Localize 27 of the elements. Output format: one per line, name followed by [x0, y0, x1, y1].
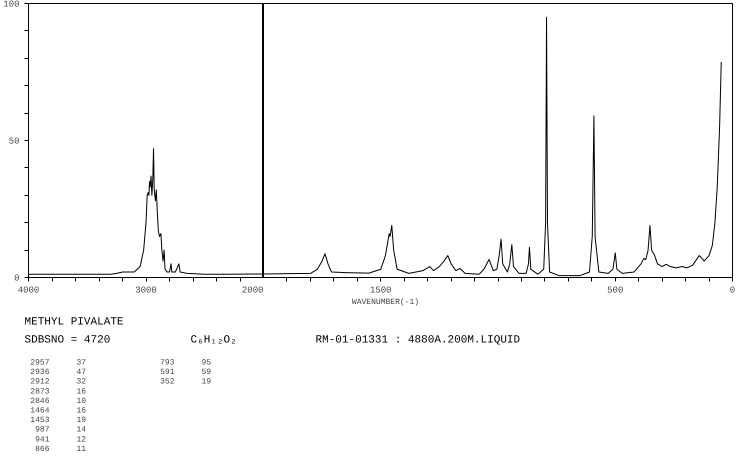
text: 2936 47	[30, 368, 86, 378]
text: 352 19	[160, 378, 212, 387]
text: 2912 32	[30, 378, 86, 387]
text: 1453 19	[30, 416, 86, 426]
text: RM-01-01331 : 4880A.200M.LIQUID	[316, 334, 521, 346]
x-tick-label: 4000	[18, 286, 40, 296]
text: C₆H₁₂O₂	[190, 334, 237, 346]
x-tick-label: 1500	[370, 286, 392, 296]
text: SDBSNO = 4720	[24, 334, 110, 346]
y-tick-label: 0	[14, 274, 20, 284]
text: 2846 10	[30, 396, 86, 406]
y-tick-label: 100	[3, 0, 20, 10]
text: 591 59	[160, 368, 212, 378]
text: 866 11	[35, 444, 86, 454]
x-tick-label: 500	[607, 286, 624, 296]
text: 2957 37	[30, 358, 86, 368]
x-axis-title: WAVENUMBER(-1)	[352, 298, 420, 307]
x-tick-label: 0	[730, 286, 736, 296]
text: METHYL PIVALATE	[24, 316, 124, 328]
y-tick-label: 50	[8, 136, 20, 146]
text: 941 12	[35, 435, 86, 444]
text: 1464 16	[30, 406, 86, 416]
x-tick-label: 2000	[242, 286, 264, 296]
text: 987 14	[35, 426, 86, 435]
text: 2873 16	[30, 387, 86, 396]
text: 793 95	[160, 358, 212, 368]
x-tick-label: 3000	[135, 286, 157, 296]
